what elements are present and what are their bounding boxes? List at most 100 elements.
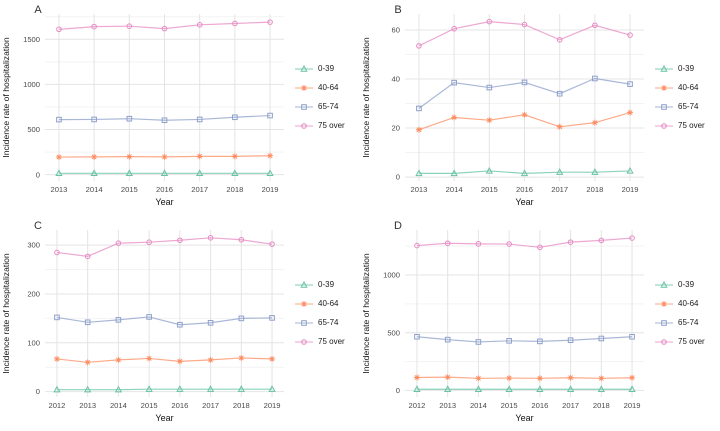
legend-label: 65-74 [678,102,699,111]
svg-text:2018: 2018 [586,185,603,194]
circle-legend-key-icon [655,123,673,129]
svg-text:1000: 1000 [383,270,400,279]
panel-letter: B [394,4,401,16]
legend-item-75-over: 75 over [654,336,705,348]
svg-text:2015: 2015 [121,185,138,194]
legend-label: 0-39 [318,279,335,289]
svg-text:2019: 2019 [622,185,639,194]
legend-label: 75 over [678,121,705,130]
circle-legend-key-icon [655,338,673,345]
svg-text:2019: 2019 [264,401,281,410]
legend-item-40-64: 40-64 [294,298,345,310]
legend-item-0-39: 0-39 [654,279,705,291]
svg-text:2014: 2014 [470,401,487,410]
legend-item-0-39: 0-39 [294,63,345,75]
svg-text:500: 500 [27,125,40,134]
svg-text:2016: 2016 [516,185,533,194]
legend-B: 0-39 40-64 65-74 75 over [654,63,705,132]
chart-C: 0 100 200 300 2012 2013 2014 2015 2016 2017 2018 20… [1,220,284,423]
svg-text:2015: 2015 [141,401,158,410]
svg-text:500: 500 [387,328,400,337]
svg-text:2014: 2014 [446,185,463,194]
svg-text:20: 20 [392,124,400,133]
legend-item-40-64: 40-64 [654,82,705,94]
legend-label: 75 over [678,336,705,346]
panel-A: 0 500 1000 1500 2013 2014 2015 2016 2017 2018 2019… [0,0,360,216]
legend-label: 0-39 [318,64,335,73]
legend-item-75-over: 75 over [654,120,705,132]
y-axis-title: Incidence rate of hospitalization [361,37,371,158]
legend-item-0-39: 0-39 [294,279,345,291]
svg-text:2016: 2016 [531,401,548,410]
asterisk-legend-key-icon [655,300,673,307]
legend-item-65-74: 65-74 [654,101,705,113]
svg-text:2016: 2016 [171,401,188,410]
legend-label: 65-74 [318,102,339,111]
legend-D: 0-39 40-64 65-74 75 over [654,279,705,348]
svg-text:2012: 2012 [48,401,65,410]
asterisk-legend-key-icon [295,85,313,91]
square-legend-key-icon [655,104,673,110]
svg-text:40: 40 [392,75,400,84]
svg-text:60: 60 [392,26,400,35]
svg-text:2015: 2015 [481,185,498,194]
legend-label: 40-64 [318,298,339,308]
square-legend-key-icon [295,319,313,326]
svg-text:2013: 2013 [439,401,456,410]
legend-item-40-64: 40-64 [294,82,345,94]
x-axis-title: Year [515,197,533,207]
legend-item-65-74: 65-74 [294,317,345,329]
panel-letter: A [34,4,42,16]
x-axis-title: Year [155,197,173,207]
svg-text:2019: 2019 [624,401,641,410]
square-legend-key-icon [295,104,313,110]
svg-text:0: 0 [396,386,400,395]
circle-legend-key-icon [295,123,313,129]
svg-text:2018: 2018 [593,401,610,410]
x-axis-title: Year [155,413,173,423]
svg-text:2018: 2018 [233,401,250,410]
y-axis-title: Incidence rate of hospitalization [1,253,11,374]
svg-text:0: 0 [36,170,40,179]
svg-text:2013: 2013 [79,401,96,410]
chart-A: 0 500 1000 1500 2013 2014 2015 2016 2017 2018 2019… [1,4,284,207]
legend-label: 75 over [318,336,345,346]
svg-text:2012: 2012 [408,401,425,410]
legend-A: 0-39 40-64 65-74 75 over [294,63,345,132]
svg-text:2014: 2014 [86,185,103,194]
svg-text:200: 200 [27,289,40,298]
asterisk-legend-key-icon [655,85,673,91]
panel-letter: D [394,220,402,232]
legend-C: 0-39 40-64 65-74 75 over [294,279,345,348]
svg-text:2016: 2016 [156,185,173,194]
legend-label: 65-74 [678,317,699,327]
chart-B: 0 20 40 60 2013 2014 2015 2016 2017 2018 2019 Incid… [361,4,644,207]
legend-label: 0-39 [678,279,695,289]
x-axis-title: Year [515,413,533,423]
chart-D: 0 500 1000 2012 2013 2014 2015 2016 2017 2018 2019… [361,220,644,423]
svg-text:2019: 2019 [262,185,279,194]
svg-text:100: 100 [27,338,40,347]
y-axis-title: Incidence rate of hospitalization [1,37,11,158]
panel-B: 0 20 40 60 2013 2014 2015 2016 2017 2018 2019 Incid… [360,0,720,216]
legend-item-65-74: 65-74 [294,101,345,113]
svg-text:2017: 2017 [562,401,579,410]
svg-text:2015: 2015 [501,401,518,410]
svg-text:300: 300 [27,240,40,249]
legend-label: 65-74 [318,317,339,327]
svg-text:2017: 2017 [191,185,208,194]
triangle-legend-key-icon [295,280,313,288]
asterisk-legend-key-icon [295,300,313,307]
panel-letter: C [34,220,42,232]
legend-item-40-64: 40-64 [654,298,705,310]
y-axis-title: Incidence rate of hospitalization [361,253,371,374]
legend-label: 75 over [318,121,345,130]
legend-label: 40-64 [318,83,339,92]
legend-item-75-over: 75 over [294,336,345,348]
svg-text:2018: 2018 [226,185,243,194]
circle-legend-key-icon [295,338,313,345]
legend-label: 40-64 [678,298,699,308]
panel-D: 0 500 1000 2012 2013 2014 2015 2016 2017 2018 2019… [360,216,720,431]
svg-text:2017: 2017 [202,401,219,410]
legend-item-0-39: 0-39 [654,63,705,75]
